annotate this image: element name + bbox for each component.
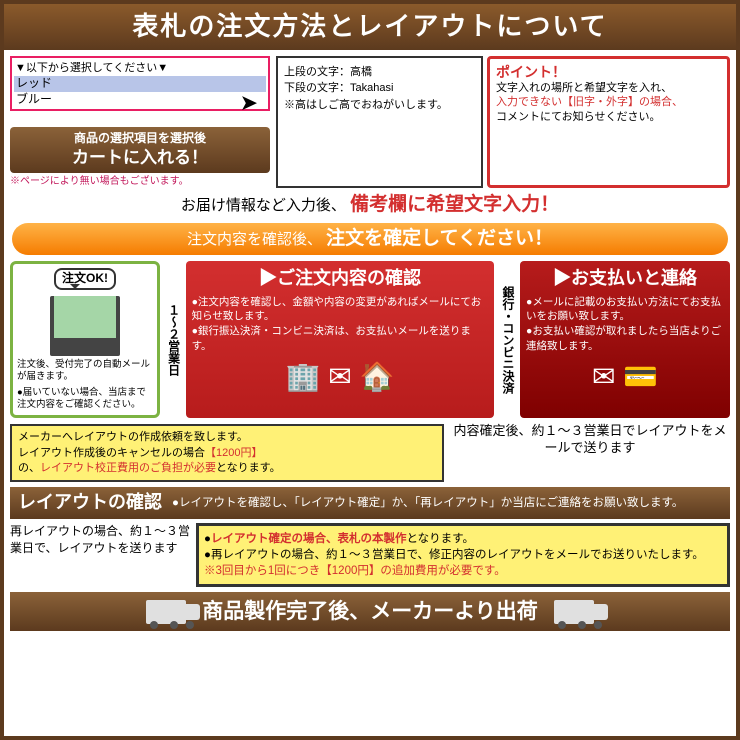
cursor-icon: ➤ [240,89,258,118]
layout-text: ●レイアウトを確認し、「レイアウト確定」か、「再レイアウト」か当店にご連絡をお願… [172,495,722,511]
dropdown-option-red[interactable]: レッド [14,76,266,92]
truck-icon-right [554,600,594,624]
final-bar: 商品製作完了後、メーカーより出荷 [10,592,730,631]
confirm-t1: ●注文内容を確認し、金額や内容の変更があればメールにてお知らせ致します。 [192,295,489,324]
days-1-2: １～２営業日 [164,261,182,418]
order-ok-badge: 注文OK! [54,268,116,290]
truck-icon-left [146,600,186,624]
point-t3: コメントにてお知らせください。 [496,110,721,124]
pay-t1: ●メールに記載のお支払い方法にてお支払いをお願い致します。 [526,295,724,324]
delivery-a: お届け情報など入力後、 [181,197,346,214]
point-t1: 文字入れの場所と希望文字を入れ、 [496,81,721,95]
y1-t2: レイアウト作成後のキャンセルの場合【1200円】 [18,446,436,461]
cart-line2: カートに入れる！ [16,147,264,169]
final-text: 商品製作完了後、メーカーより出荷 [202,598,538,625]
y1-t1: メーカーへレイアウトの作成依頼を致します。 [18,430,436,445]
top-left: ▼以下から選択してください▼ レッド ブルー ➤ 商品の選択項目を選択後 カート… [10,56,270,188]
example-l1: 上段の文字：高橋 [284,64,475,81]
after-confirm: 内容確定後、約１～３営業日でレイアウトをメールで送ります [450,421,730,485]
yellow-note-2: ●レイアウト確定の場合、表札の本製作となります。 ●再レイアウトの場合、約１～３… [196,523,730,587]
payment-title: ▶お支払いと連絡 [526,267,724,290]
confirm-title: ▶ご注文内容の確認 [192,267,489,290]
y2-b: ●再レイアウトの場合、約１～３営業日で、修正内容のレイアウトをメールでお送りいた… [204,547,722,563]
delivery-line: お届け情報など入力後、 備考欄に希望文字入力！ [4,191,736,220]
pay-t2: ●お支払い確認が取れましたら当店よりご連絡致します。 [526,324,724,353]
layout-title: レイアウトの確認 [18,491,162,514]
pc-t1: 注文後、受付完了の自動メールが届きます。 [17,359,153,384]
add-to-cart-box: 商品の選択項目を選択後 カートに入れる！ [10,127,270,173]
confirm-t2: ●銀行振込決済・コンビニ決済は、お支払いメールを送ります。 [192,324,489,353]
page-title: 表札の注文方法とレイアウトについて [4,4,736,50]
cart-line1: 商品の選択項目を選択後 [16,131,264,147]
dropdown-option-blue[interactable]: ブルー [14,92,266,108]
mid-row: 注文OK! 注文後、受付完了の自動メールが届きます。 ●届いていない場合、当店ま… [4,258,736,421]
pc-box: 注文OK! 注文後、受付完了の自動メールが届きます。 ●届いていない場合、当店ま… [10,261,160,418]
payment-icon: ✉ 💳 [526,359,724,395]
confirm-box: ▶ご注文内容の確認 ●注文内容を確認し、金額や内容の変更があればメールにてお知ら… [186,261,495,418]
point-title: ポイント！ [496,63,721,81]
row-3: 再レイアウトの場合、約１～３営業日で、レイアウトを送ります ●レイアウト確定の場… [4,521,736,589]
bank-label: 銀行・コンビニ決済 [498,261,516,418]
pc-t2: ●届いていない場合、当店まで注文内容をご確認ください。 [17,387,153,412]
example-box: 上段の文字：高橋 下段の文字：Takahasi ※高はしご高でおねがいします。 [276,56,483,188]
point-t2: 入力できない【旧字・外字】の場合、 [496,95,721,109]
payment-box: ▶お支払いと連絡 ●メールに記載のお支払い方法にてお支払いをお願い致します。 ●… [520,261,730,418]
delivery-b: 備考欄に希望文字入力！ [350,194,559,215]
point-box: ポイント！ 文字入れの場所と希望文字を入れ、 入力できない【旧字・外字】の場合、… [487,56,730,188]
top-right: 上段の文字：高橋 下段の文字：Takahasi ※高はしご高でおねがいします。 … [276,56,730,188]
dropdown-prompt: ▼以下から選択してください▼ [14,60,266,76]
yellow-note-1: メーカーへレイアウトの作成依頼を致します。 レイアウト作成後のキャンセルの場合【… [10,424,444,482]
y2-a: ●レイアウト確定の場合、表札の本製作となります。 [204,531,722,547]
monitor-icon [50,296,120,356]
orange-banner: 注文内容を確認後、 注文を確定してください！ [12,223,728,256]
top-row: ▼以下から選択してください▼ レッド ブルー ➤ 商品の選択項目を選択後 カート… [4,50,736,191]
building-mail-icon: 🏢 ✉ 🏠 [192,359,489,395]
orange-a: 注文内容を確認後、 [187,231,322,248]
y1-t3: の、レイアウト校正費用のご負担が必要となります。 [18,461,436,476]
example-l2: 下段の文字：Takahasi [284,80,475,97]
page-note: ※ページにより無い場合もございます。 [10,175,270,188]
pc-inner: 注文OK! [17,268,153,356]
layout-confirm-bar: レイアウトの確認 ●レイアウトを確認し、「レイアウト確定」か、「再レイアウト」か… [10,487,730,518]
page-root: 表札の注文方法とレイアウトについて ▼以下から選択してください▼ レッド ブルー… [0,0,740,740]
relayout-text: 再レイアウトの場合、約１～３営業日で、レイアウトを送ります [10,523,190,587]
orange-b: 注文を確定してください！ [326,228,553,249]
y2-c: ※3回目から1回につき【1200円】の追加費用が必要です。 [204,563,722,579]
color-dropdown[interactable]: ▼以下から選択してください▼ レッド ブルー ➤ [10,56,270,111]
example-l3: ※高はしご高でおねがいします。 [284,97,475,114]
